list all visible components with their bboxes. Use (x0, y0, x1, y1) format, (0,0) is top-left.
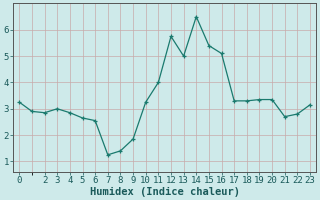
X-axis label: Humidex (Indice chaleur): Humidex (Indice chaleur) (90, 186, 240, 197)
